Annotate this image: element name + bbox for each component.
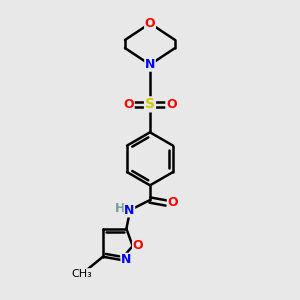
Text: O: O xyxy=(167,196,178,209)
Text: N: N xyxy=(145,58,155,71)
Text: O: O xyxy=(166,98,176,111)
Text: CH₃: CH₃ xyxy=(71,268,92,278)
Text: N: N xyxy=(121,254,131,266)
Text: O: O xyxy=(124,98,134,111)
Text: O: O xyxy=(145,17,155,30)
Text: O: O xyxy=(133,239,143,252)
Text: N: N xyxy=(124,204,135,217)
Text: H: H xyxy=(115,202,125,214)
Text: S: S xyxy=(145,98,155,111)
